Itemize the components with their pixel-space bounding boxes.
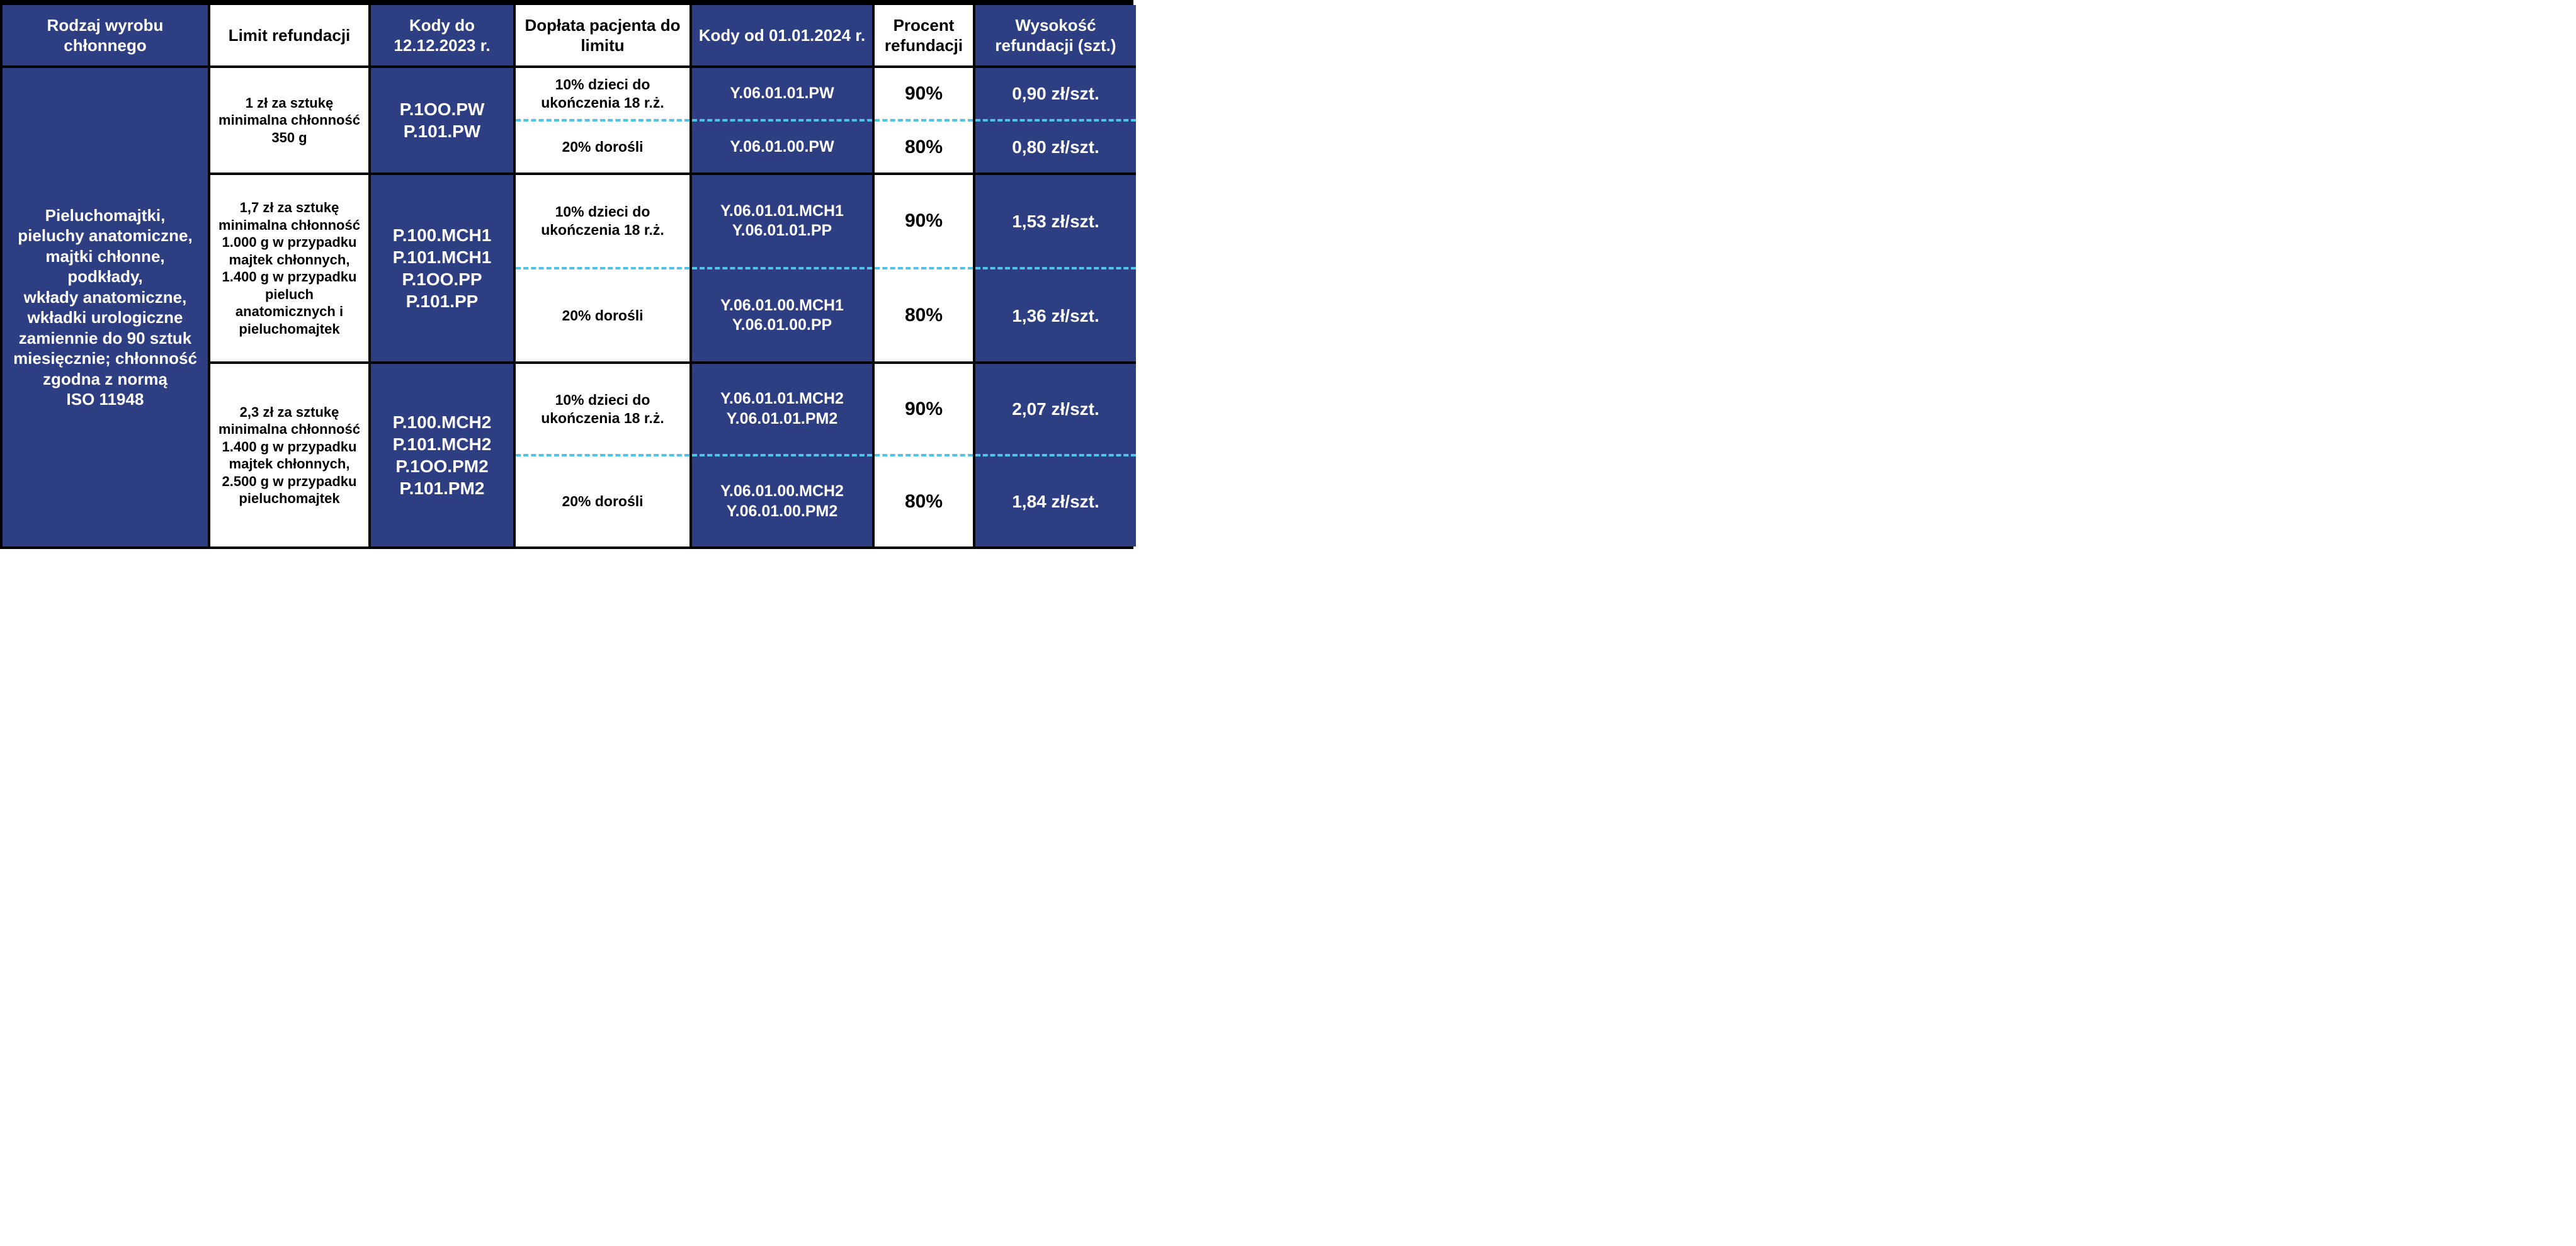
- codes-new-3a: Y.06.01.01.MCH2Y.06.01.01.PM2: [692, 364, 872, 454]
- row-label-text: Pieluchomajtki, pieluchy anatomiczne, ma…: [13, 205, 197, 410]
- wysokosc-3a: 2,07 zł/szt.: [975, 364, 1136, 454]
- doplata-2b: 20% dorośli: [516, 267, 689, 361]
- wysokosc-2a: 1,53 zł/szt.: [975, 175, 1136, 267]
- doplata-1: 10% dzieci do ukończenia 18 r.ż. 20% dor…: [516, 68, 692, 175]
- doplata-2: 10% dzieci do ukończenia 18 r.ż. 20% dor…: [516, 175, 692, 364]
- codes-old-2: P.100.MCH1P.101.MCH1P.1OO.PPP.101.PP: [371, 175, 516, 364]
- header-rodzaj: Rodzaj wyrobu chłonnego: [3, 5, 210, 68]
- procent-2b: 80%: [875, 267, 973, 361]
- codes-new-1: Y.06.01.01.PW Y.06.01.00.PW: [692, 68, 875, 175]
- codes-new-1a: Y.06.01.01.PW: [692, 68, 872, 119]
- header-doplata: Dopłata pacjenta do limitu: [516, 5, 692, 68]
- codes-old-1: P.1OO.PWP.101.PW: [371, 68, 516, 175]
- codes-old-3: P.100.MCH2P.101.MCH2P.1OO.PM2P.101.PM2: [371, 364, 516, 547]
- header-limit: Limit refundacji: [210, 5, 371, 68]
- procent-2: 90% 80%: [875, 175, 975, 364]
- header-procent: Procent refundacji: [875, 5, 975, 68]
- procent-3: 90% 80%: [875, 364, 975, 547]
- codes-new-3: Y.06.01.01.MCH2Y.06.01.01.PM2 Y.06.01.00…: [692, 364, 875, 547]
- limit-1: 1 zł za sztukę minimalna chłonność 350 g: [210, 68, 371, 175]
- codes-new-2a: Y.06.01.01.MCH1Y.06.01.01.PP: [692, 175, 872, 267]
- row-label: Pieluchomajtki, pieluchy anatomiczne, ma…: [3, 68, 210, 547]
- codes-new-1b: Y.06.01.00.PW: [692, 119, 872, 173]
- codes-old-3-text: P.100.MCH2P.101.MCH2P.1OO.PM2P.101.PM2: [393, 411, 492, 499]
- header-wysokosc: Wysokość refundacji (szt.): [975, 5, 1136, 68]
- procent-3b: 80%: [875, 454, 973, 547]
- codes-new-2: Y.06.01.01.MCH1Y.06.01.01.PP Y.06.01.00.…: [692, 175, 875, 364]
- header-kody-od: Kody od 01.01.2024 r.: [692, 5, 875, 68]
- refund-table: Rodzaj wyrobu chłonnego Limit refundacji…: [0, 0, 1133, 549]
- doplata-3b: 20% dorośli: [516, 454, 689, 547]
- wysokosc-2b: 1,36 zł/szt.: [975, 267, 1136, 361]
- doplata-1a: 10% dzieci do ukończenia 18 r.ż.: [516, 68, 689, 119]
- header-kody-do: Kody do 12.12.2023 r.: [371, 5, 516, 68]
- wysokosc-2: 1,53 zł/szt. 1,36 zł/szt.: [975, 175, 1136, 364]
- doplata-3: 10% dzieci do ukończenia 18 r.ż. 20% dor…: [516, 364, 692, 547]
- procent-3a: 90%: [875, 364, 973, 454]
- wysokosc-3b: 1,84 zł/szt.: [975, 454, 1136, 547]
- codes-new-2b: Y.06.01.00.MCH1Y.06.01.00.PP: [692, 267, 872, 361]
- procent-1: 90% 80%: [875, 68, 975, 175]
- limit-3: 2,3 zł za sztukę minimalna chłonność 1.4…: [210, 364, 371, 547]
- codes-old-1-text: P.1OO.PWP.101.PW: [400, 98, 485, 142]
- wysokosc-1b: 0,80 zł/szt.: [975, 119, 1136, 173]
- doplata-1b: 20% dorośli: [516, 119, 689, 173]
- procent-1b: 80%: [875, 119, 973, 173]
- doplata-2a: 10% dzieci do ukończenia 18 r.ż.: [516, 175, 689, 267]
- procent-1a: 90%: [875, 68, 973, 119]
- wysokosc-1: 0,90 zł/szt. 0,80 zł/szt.: [975, 68, 1136, 175]
- wysokosc-1a: 0,90 zł/szt.: [975, 68, 1136, 119]
- wysokosc-3: 2,07 zł/szt. 1,84 zł/szt.: [975, 364, 1136, 547]
- doplata-3a: 10% dzieci do ukończenia 18 r.ż.: [516, 364, 689, 454]
- procent-2a: 90%: [875, 175, 973, 267]
- codes-old-2-text: P.100.MCH1P.101.MCH1P.1OO.PPP.101.PP: [393, 224, 492, 312]
- limit-2: 1,7 zł za sztukę minimalna chłonność 1.0…: [210, 175, 371, 364]
- codes-new-3b: Y.06.01.00.MCH2Y.06.01.00.PM2: [692, 454, 872, 547]
